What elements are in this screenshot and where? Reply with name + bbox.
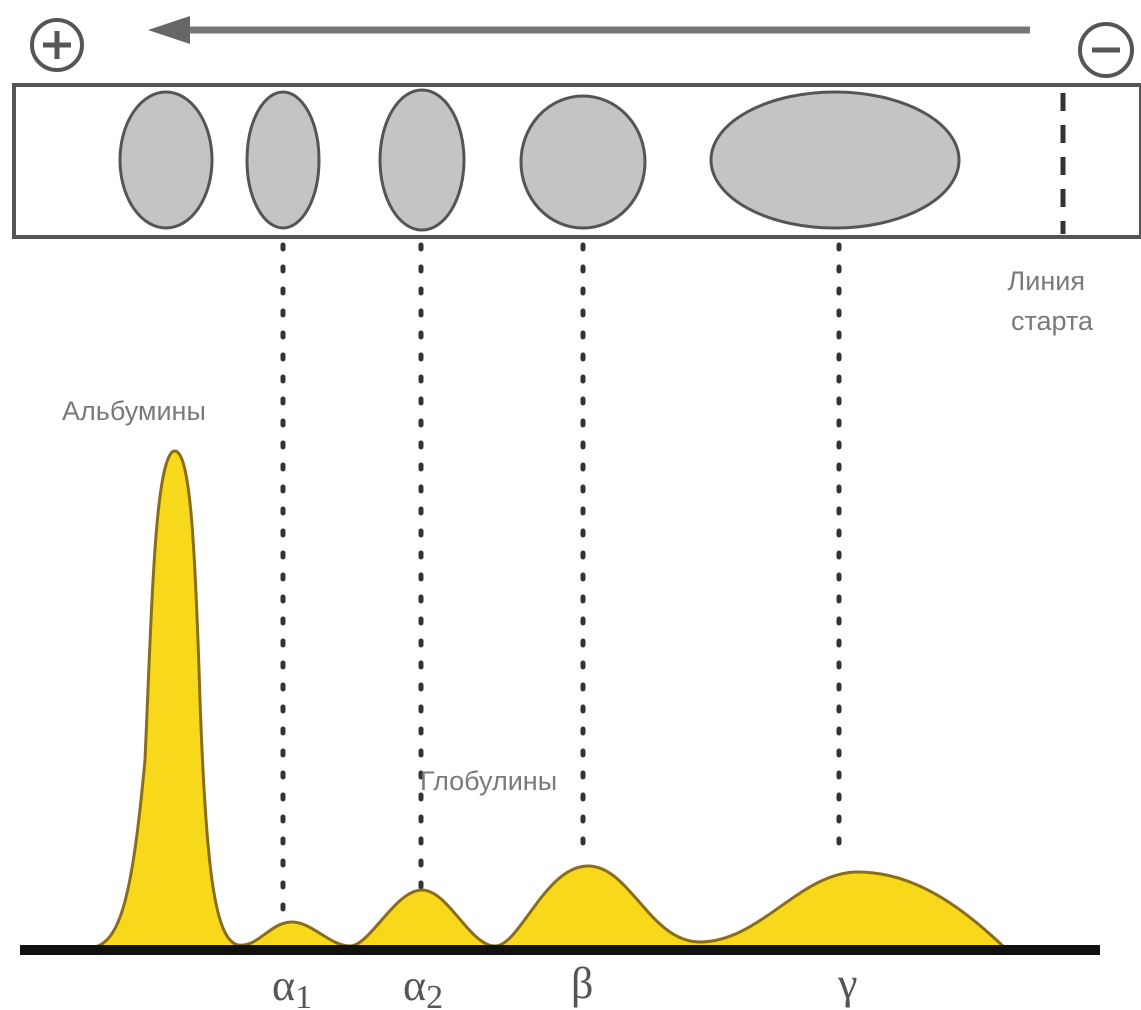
positive-electrode-icon (30, 18, 84, 72)
alpha1-label: α1 (272, 961, 312, 1010)
start-line-label-line1: Линия (1008, 266, 1085, 296)
negative-electrode-icon (1078, 22, 1134, 78)
start-line-label: Линия старта (1008, 266, 1094, 336)
protein-spots (118, 88, 961, 232)
beta-label: β (571, 959, 593, 1008)
alpha2-label: α2 (403, 961, 443, 1010)
start-line-label-line2: старта (1011, 306, 1094, 336)
gamma-label: γ (837, 959, 857, 1008)
alpha2-spot (378, 88, 466, 232)
beta-spot (519, 94, 647, 230)
densitogram-curve (88, 449, 1007, 950)
connector-lines (280, 242, 842, 923)
globulins-label: Глобулины (420, 766, 557, 796)
albumin-spot (118, 90, 214, 230)
fraction-labels: α1 α2 β γ (272, 959, 857, 1010)
albumins-label: Альбумины (62, 396, 206, 426)
gamma-spot (709, 90, 961, 230)
alpha1-spot (245, 90, 321, 230)
migration-direction-arrow (148, 16, 1030, 44)
